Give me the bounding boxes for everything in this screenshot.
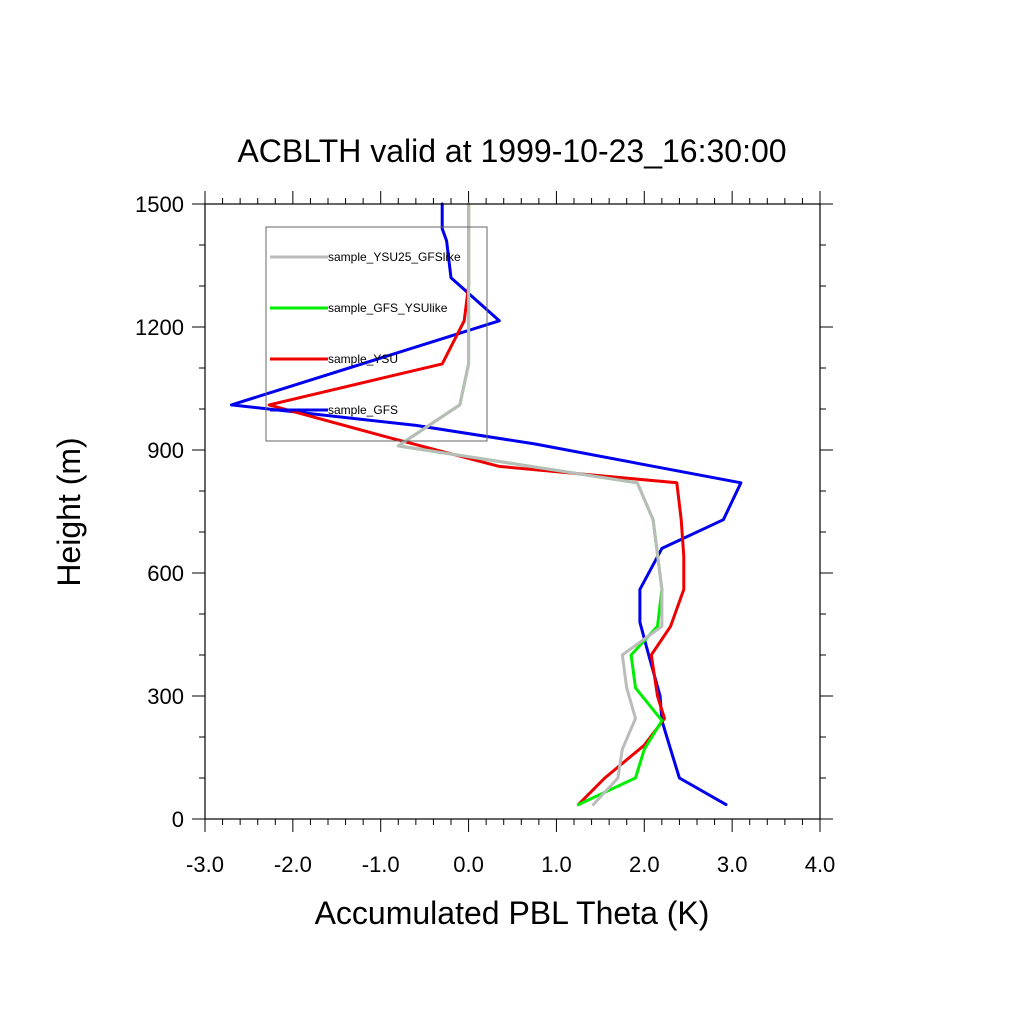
x-tick-label: 3.0 (717, 852, 748, 877)
legend-label: sample_YSU (328, 352, 398, 366)
x-tick-label: -1.0 (362, 852, 400, 877)
plot-frame-border (204, 203, 821, 820)
x-tick-label: -3.0 (186, 852, 224, 877)
y-tick-label: 0 (172, 807, 184, 832)
y-tick-label: 600 (147, 561, 184, 586)
axis-ticks: -3.0 -2.0 -1.0 0.0 1.0 2.0 3.0 4.0 0 300 600 900 120… (135, 191, 835, 877)
x-axis-label: Accumulated PBL Theta (K) (315, 895, 710, 931)
data-series (229, 202, 743, 807)
y-tick-label: 1200 (135, 315, 184, 340)
legend: sample_YSU25_GFSlike sample_GFS_YSUlikesa… (265, 226, 488, 442)
x-tick-label: 4.0 (805, 852, 836, 877)
legend-label: sample_YSU25_GFSlike (328, 250, 461, 264)
series-line-sample-gfs-ysulike (396, 202, 664, 807)
y-tick-label: 900 (147, 438, 184, 463)
y-tick-label: 1500 (135, 192, 184, 217)
legend-label: sample_GFS (328, 403, 398, 417)
y-axis-label: Height (m) (51, 437, 87, 586)
y-tick-label: 300 (147, 684, 184, 709)
x-tick-label: -2.0 (274, 852, 312, 877)
x-tick-label: 1.0 (541, 852, 572, 877)
legend-label: sample_GFS_YSUlike (328, 301, 448, 315)
legend-box (265, 226, 488, 442)
x-tick-label: 0.0 (453, 852, 484, 877)
plot-frame (204, 203, 821, 820)
x-tick-label: 2.0 (629, 852, 660, 877)
chart-title: ACBLTH valid at 1999-10-23_16:30:00 (237, 133, 786, 169)
series-line-sample-ysu (267, 202, 686, 807)
series-line-sample-ysu25-gfslike (396, 202, 664, 807)
